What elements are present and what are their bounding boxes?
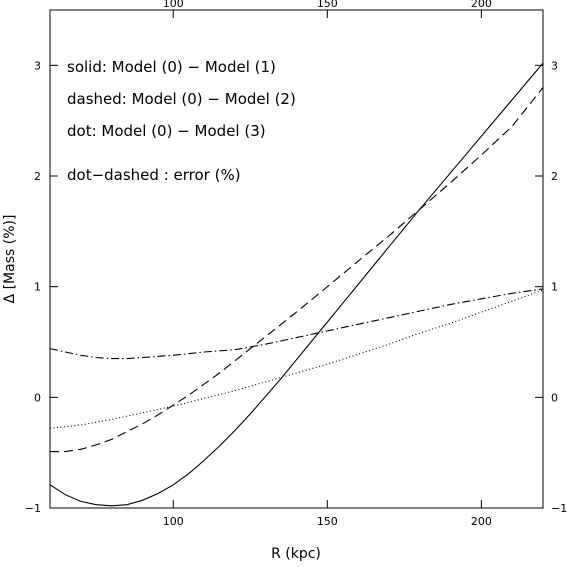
series-line-dotted [49, 289, 544, 429]
legend-line-dot-dashed: dot−dashed : error (%) [67, 166, 241, 184]
x-tick-label-top: 150 [317, 0, 338, 10]
series-line-solid [49, 62, 544, 507]
x-tick-label-top: 100 [163, 0, 184, 10]
x-axis-ticks: 100 100 150 150 200 200 [163, 0, 492, 528]
y-tick-label-left: 0 [34, 391, 41, 404]
x-axis-label: R (kpc) [271, 546, 321, 562]
y-tick-label-left: 2 [34, 170, 41, 183]
x-tick-label-bottom: 150 [317, 515, 338, 528]
y-tick-label-right: 0 [551, 391, 558, 404]
x-tick-label-bottom: 200 [471, 515, 492, 528]
y-tick-label-right: 3 [551, 59, 558, 72]
y-tick-label-left: 3 [34, 59, 41, 72]
y-axis-ticks: −1 −1 0 0 1 1 2 2 3 3 [25, 59, 567, 515]
series-line-dashed [50, 87, 544, 453]
y-tick-label-right: 2 [551, 170, 558, 183]
y-tick-label-left: −1 [25, 502, 41, 515]
plot-frame [49, 9, 544, 509]
x-tick-label-top: 200 [471, 0, 492, 10]
legend-line-dotted: dot: Model (0) − Model (3) [67, 122, 266, 140]
series-line-dot-dashed [49, 288, 544, 360]
legend-line-dashed: dashed: Model (0) − Model (2) [67, 90, 296, 108]
y-axis-label: Δ [Mass (%)] [2, 215, 18, 304]
y-tick-label-right: 1 [551, 281, 558, 294]
series-layer [49, 62, 544, 507]
y-tick-label-right: −1 [551, 502, 567, 515]
legend: solid: Model (0) − Model (1) dashed: Mod… [67, 58, 296, 184]
x-tick-label-bottom: 100 [163, 515, 184, 528]
legend-line-solid: solid: Model (0) − Model (1) [67, 58, 276, 76]
y-tick-label-left: 1 [34, 281, 41, 294]
